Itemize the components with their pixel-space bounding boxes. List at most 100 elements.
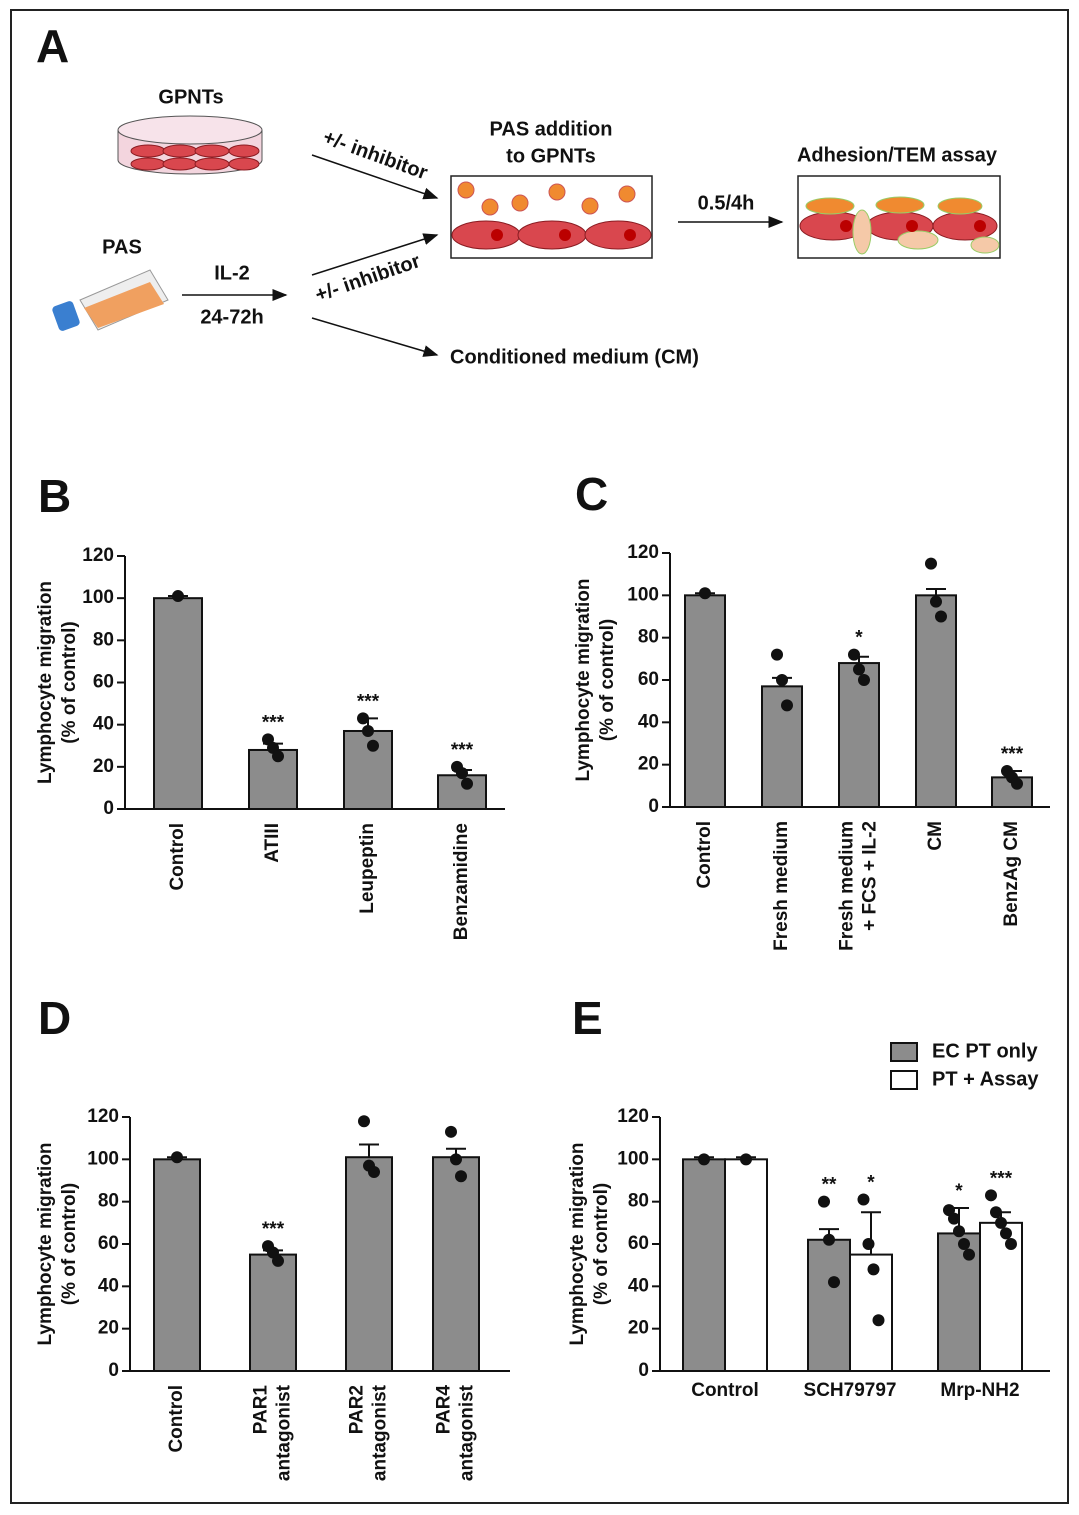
bar (684, 594, 726, 808)
bar (248, 748, 298, 811)
y-tick-label: 60 (628, 1233, 649, 1254)
significance: * (855, 628, 863, 649)
y-tick-label: 20 (638, 754, 659, 775)
data-point (740, 1153, 752, 1166)
data-point (781, 699, 793, 712)
y-axis-label: Lymphocyte migration (35, 1142, 56, 1345)
data-point (461, 777, 473, 790)
legend-swatch (890, 1070, 918, 1090)
assay-box (797, 175, 1001, 259)
label: Adhesion/TEM assay (797, 144, 998, 166)
y-tick-label: 100 (617, 1148, 649, 1169)
label: 0.5/4h (698, 192, 755, 214)
arrow (311, 233, 439, 276)
label: 24-72h (200, 306, 263, 328)
bar (345, 1156, 393, 1373)
petri-dish (117, 115, 263, 175)
y-tick-label: 0 (638, 1360, 649, 1381)
data-point (1011, 777, 1023, 790)
panel-label: E (572, 992, 603, 1044)
x-tick-label: Control (694, 821, 715, 889)
y-axis-label: (% of control) (597, 619, 618, 741)
label: +/- inhibitor (312, 250, 423, 307)
x-tick-label: ATIII (262, 823, 283, 863)
data-point (1000, 1227, 1012, 1240)
data-point (699, 587, 711, 600)
bar (153, 597, 203, 811)
legend-label: EC PT only (932, 1040, 1038, 1062)
significance: ** (822, 1175, 837, 1196)
y-tick-label: 40 (98, 1275, 119, 1296)
y-tick-label: 60 (638, 669, 659, 690)
label: PAS (102, 236, 142, 258)
figure-border (10, 9, 1069, 1504)
y-tick-label: 120 (87, 1106, 119, 1127)
panel-a: A GPNTs PAS IL-2 24-72h +/- inhibitor +/… (36, 20, 1001, 368)
y-tick-label: 0 (103, 798, 114, 819)
x-tick-label: Mrp-NH2 (940, 1380, 1019, 1401)
data-point (171, 1151, 183, 1164)
error-bar (926, 587, 946, 596)
y-axis-label: (% of control) (591, 1183, 612, 1305)
significance: *** (1001, 744, 1024, 765)
data-point (958, 1238, 970, 1250)
data-point (867, 1263, 880, 1276)
significance: * (955, 1181, 963, 1202)
x-tick-label: CM (925, 821, 946, 851)
panel-label: B (38, 470, 71, 522)
label: Conditioned medium (CM) (450, 346, 699, 368)
y-axis-label: Lymphocyte migration (573, 578, 594, 781)
data-point (990, 1206, 1002, 1219)
data-point (698, 1153, 710, 1166)
bar (249, 1253, 297, 1373)
data-point (872, 1314, 885, 1327)
significance: *** (262, 712, 285, 733)
data-point (848, 648, 860, 661)
y-tick-label: 120 (627, 542, 659, 563)
panel-label: A (36, 20, 69, 72)
data-point (985, 1189, 997, 1202)
data-point (948, 1212, 960, 1225)
x-tick-label: PAR2 (347, 1385, 368, 1434)
y-tick-label: 40 (93, 714, 114, 735)
significance: *** (990, 1168, 1013, 1189)
y-tick-label: 20 (628, 1318, 649, 1339)
label: PAS addition (490, 118, 613, 140)
significance: *** (262, 1219, 285, 1240)
error-bar (359, 1143, 379, 1158)
data-point (818, 1195, 830, 1208)
y-tick-label: 0 (648, 796, 659, 817)
bar (682, 1158, 726, 1373)
data-point (771, 648, 783, 661)
y-tick-label: 120 (617, 1106, 649, 1127)
panel-label: C (575, 468, 608, 520)
data-point (862, 1238, 875, 1250)
data-point (935, 610, 947, 623)
y-tick-label: 80 (638, 627, 659, 648)
x-tick-label: antagonist (457, 1384, 478, 1481)
label: +/- inhibitor (320, 126, 431, 184)
y-tick-label: 60 (98, 1233, 119, 1254)
x-tick-label: Benzamidine (451, 823, 472, 940)
legend-label: PT + Assay (932, 1068, 1039, 1090)
data-point (362, 724, 374, 737)
bar (838, 662, 880, 808)
x-tick-label: + FCS + IL-2 (860, 821, 881, 931)
data-point (858, 674, 870, 686)
data-point (930, 595, 942, 608)
y-tick-label: 20 (98, 1318, 119, 1339)
y-tick-label: 80 (93, 629, 114, 650)
significance: *** (451, 740, 474, 761)
data-point (853, 663, 865, 676)
data-point (450, 1153, 462, 1166)
data-point (925, 557, 937, 570)
y-axis-label: Lymphocyte migration (567, 1142, 588, 1345)
x-tick-label: BenzAg CM (1001, 821, 1022, 927)
data-point (358, 1115, 370, 1128)
data-point (172, 590, 184, 603)
data-point (357, 712, 369, 725)
data-point (456, 767, 468, 780)
significance: * (867, 1173, 875, 1194)
y-tick-label: 40 (628, 1275, 649, 1296)
bar (153, 1158, 201, 1373)
